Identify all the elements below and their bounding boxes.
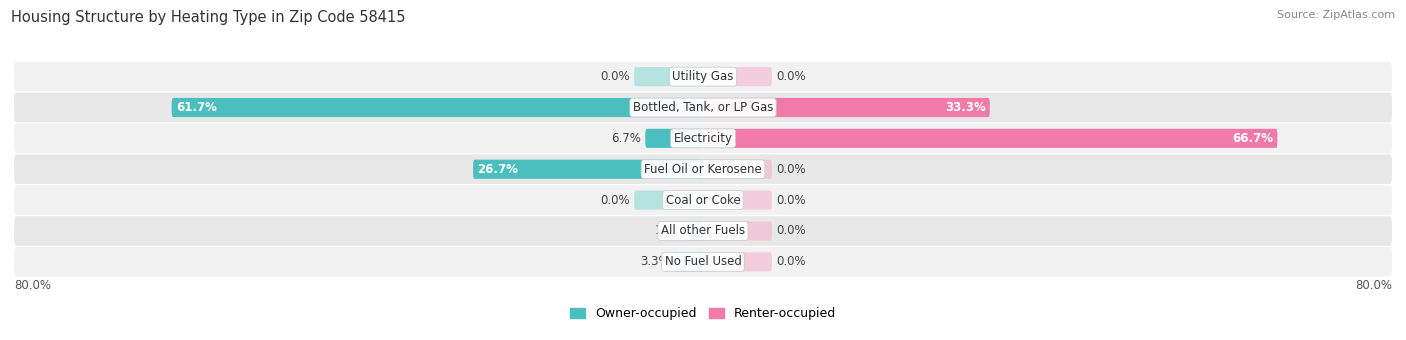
FancyBboxPatch shape <box>14 247 1392 277</box>
FancyBboxPatch shape <box>675 252 703 271</box>
Text: 0.0%: 0.0% <box>776 163 806 176</box>
Text: 0.0%: 0.0% <box>776 193 806 207</box>
FancyBboxPatch shape <box>703 252 772 271</box>
FancyBboxPatch shape <box>689 221 703 240</box>
FancyBboxPatch shape <box>645 129 703 148</box>
Text: 3.3%: 3.3% <box>641 255 671 268</box>
FancyBboxPatch shape <box>703 160 772 179</box>
Text: 6.7%: 6.7% <box>612 132 641 145</box>
FancyBboxPatch shape <box>703 129 1278 148</box>
Text: 1.7%: 1.7% <box>654 224 685 237</box>
FancyBboxPatch shape <box>703 67 772 86</box>
FancyBboxPatch shape <box>14 93 1392 122</box>
Text: No Fuel Used: No Fuel Used <box>665 255 741 268</box>
Text: 80.0%: 80.0% <box>1355 279 1392 292</box>
Text: 0.0%: 0.0% <box>776 224 806 237</box>
Text: 61.7%: 61.7% <box>176 101 217 114</box>
FancyBboxPatch shape <box>703 221 772 240</box>
Text: 26.7%: 26.7% <box>478 163 519 176</box>
Text: 33.3%: 33.3% <box>945 101 986 114</box>
FancyBboxPatch shape <box>14 123 1392 153</box>
FancyBboxPatch shape <box>703 98 990 117</box>
FancyBboxPatch shape <box>634 67 703 86</box>
Text: Source: ZipAtlas.com: Source: ZipAtlas.com <box>1277 10 1395 20</box>
Text: 66.7%: 66.7% <box>1232 132 1272 145</box>
FancyBboxPatch shape <box>172 98 703 117</box>
FancyBboxPatch shape <box>634 190 703 210</box>
FancyBboxPatch shape <box>472 160 703 179</box>
FancyBboxPatch shape <box>14 154 1392 184</box>
Text: Coal or Coke: Coal or Coke <box>665 193 741 207</box>
FancyBboxPatch shape <box>14 216 1392 246</box>
Text: 0.0%: 0.0% <box>600 70 630 83</box>
Text: 0.0%: 0.0% <box>600 193 630 207</box>
Text: 80.0%: 80.0% <box>14 279 51 292</box>
Text: Bottled, Tank, or LP Gas: Bottled, Tank, or LP Gas <box>633 101 773 114</box>
Text: Utility Gas: Utility Gas <box>672 70 734 83</box>
Text: Housing Structure by Heating Type in Zip Code 58415: Housing Structure by Heating Type in Zip… <box>11 10 406 25</box>
FancyBboxPatch shape <box>14 185 1392 215</box>
FancyBboxPatch shape <box>14 62 1392 91</box>
FancyBboxPatch shape <box>703 190 772 210</box>
Legend: Owner-occupied, Renter-occupied: Owner-occupied, Renter-occupied <box>569 307 837 320</box>
Text: Fuel Oil or Kerosene: Fuel Oil or Kerosene <box>644 163 762 176</box>
Text: 0.0%: 0.0% <box>776 255 806 268</box>
Text: 0.0%: 0.0% <box>776 70 806 83</box>
Text: All other Fuels: All other Fuels <box>661 224 745 237</box>
Text: Electricity: Electricity <box>673 132 733 145</box>
